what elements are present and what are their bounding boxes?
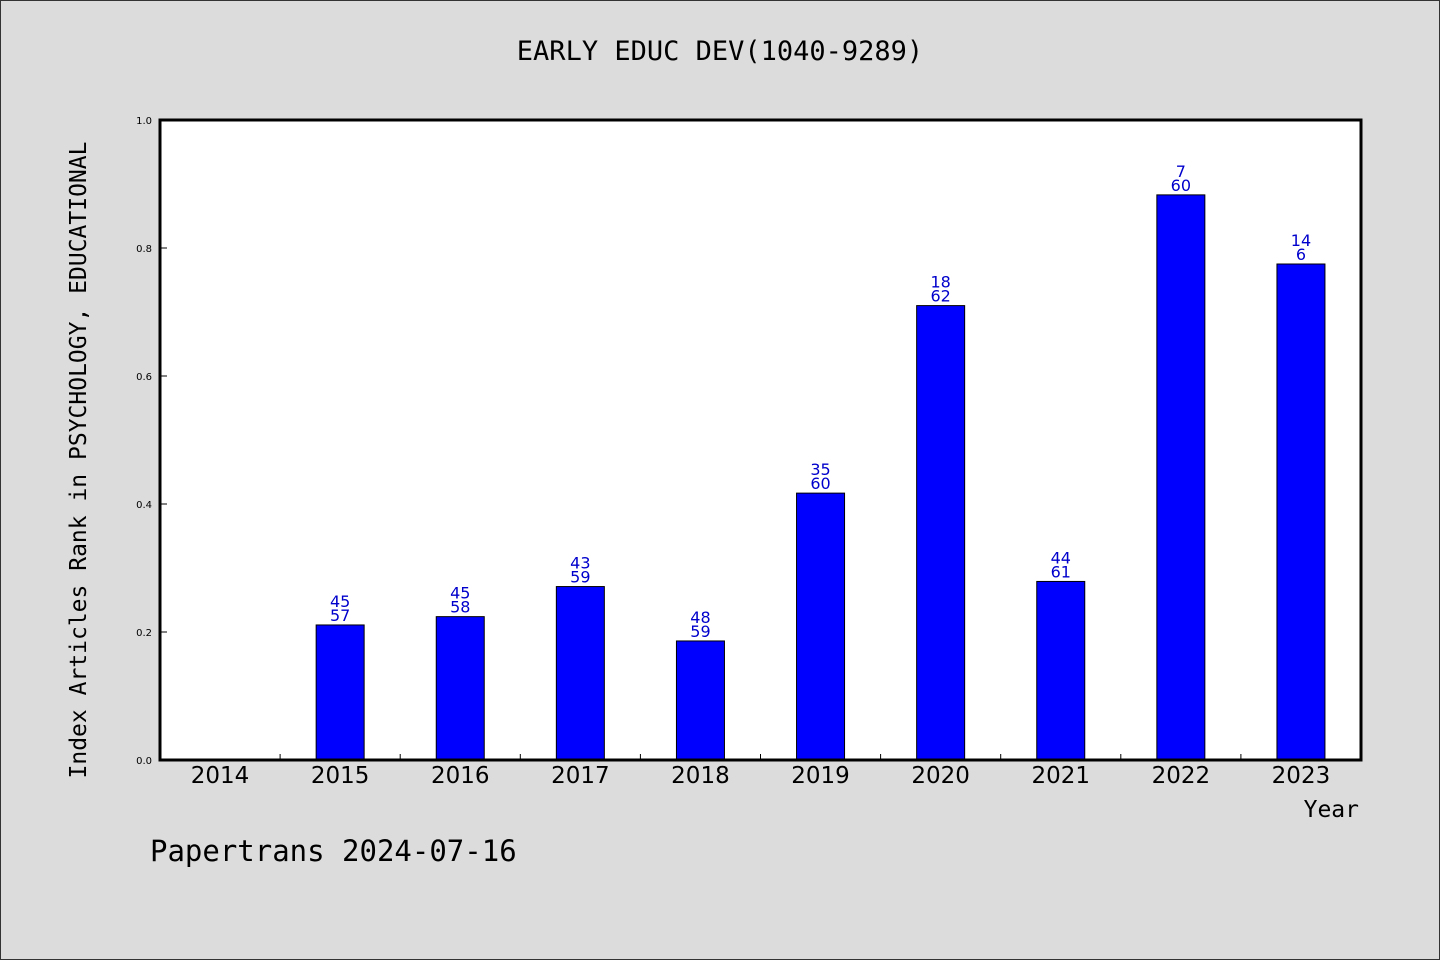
x-tick-label-2016: 2016: [431, 763, 490, 789]
bar-label-rank-2016: 45: [450, 584, 470, 603]
bar-2020: [916, 305, 966, 761]
x-tick-label-2019: 2019: [791, 763, 850, 789]
x-tick-label-2023: 2023: [1272, 763, 1331, 789]
bar-2015: [315, 624, 365, 761]
x-axis-label: Year: [1304, 797, 1359, 823]
bar-2019: [796, 492, 846, 761]
y-tick-label: 1.0: [136, 116, 152, 127]
x-tick-label-2018: 2018: [671, 763, 730, 789]
x-tick-label-2014: 2014: [191, 763, 250, 789]
y-tick-label: 0.6: [136, 372, 152, 383]
bar-label-total-2016: 58: [450, 598, 470, 617]
x-tick-label-2021: 2021: [1031, 763, 1090, 789]
bar-label-rank-2021: 44: [1051, 548, 1071, 567]
x-tick-label-2017: 2017: [551, 763, 610, 789]
bar-label-rank-2023: 14: [1291, 231, 1311, 250]
bar-label-total-2021: 61: [1051, 562, 1071, 581]
bar-2016: [435, 616, 485, 761]
y-tick-label: 0.2: [136, 628, 152, 639]
bar-2021: [1036, 580, 1086, 761]
bar-label-total-2015: 57: [330, 606, 350, 625]
bar-2018: [675, 640, 725, 761]
x-tick-label-2022: 2022: [1152, 763, 1211, 789]
y-tick-label: 0.4: [136, 500, 152, 511]
bar-label-rank-2022: 7: [1176, 162, 1186, 181]
y-tick-label: 0.0: [136, 756, 152, 767]
x-tick-label-2015: 2015: [311, 763, 370, 789]
x-tick-label-2020: 2020: [911, 763, 970, 789]
bar-label-rank-2020: 18: [930, 273, 950, 292]
chart-title: EARLY EDUC DEV(1040-9289): [516, 36, 924, 67]
bar-label-rank-2019: 35: [810, 460, 830, 479]
bar-label-total-2017: 59: [570, 568, 590, 587]
bar-label-rank-2017: 43: [570, 554, 590, 573]
bars: [315, 194, 1326, 761]
bar-label-total-2018: 59: [690, 622, 710, 641]
plot-border: [158, 118, 1363, 762]
bar-label-total-2023: 6: [1296, 245, 1306, 264]
bar-2022: [1156, 194, 1206, 761]
bar-2017: [555, 586, 605, 761]
bar-2023: [1276, 263, 1326, 761]
x-axis-ticks: 2014 2015 2016 2017 2018 2019 2020 2021 2022 2023: [191, 754, 1330, 789]
y-axis-label: Index Articles Rank in PSYCHOLOGY, EDUCA…: [66, 142, 92, 779]
y-tick-label: 0.8: [136, 244, 152, 255]
footer-watermark: Papertrans 2024-07-16: [150, 834, 517, 868]
bar-label-total-2019: 60: [810, 474, 830, 493]
bar-label-rank-2015: 45: [330, 592, 350, 611]
bar-label-total-2020: 62: [930, 287, 950, 306]
bar-label-total-2022: 60: [1171, 176, 1191, 195]
bar-label-rank-2018: 48: [690, 608, 710, 627]
